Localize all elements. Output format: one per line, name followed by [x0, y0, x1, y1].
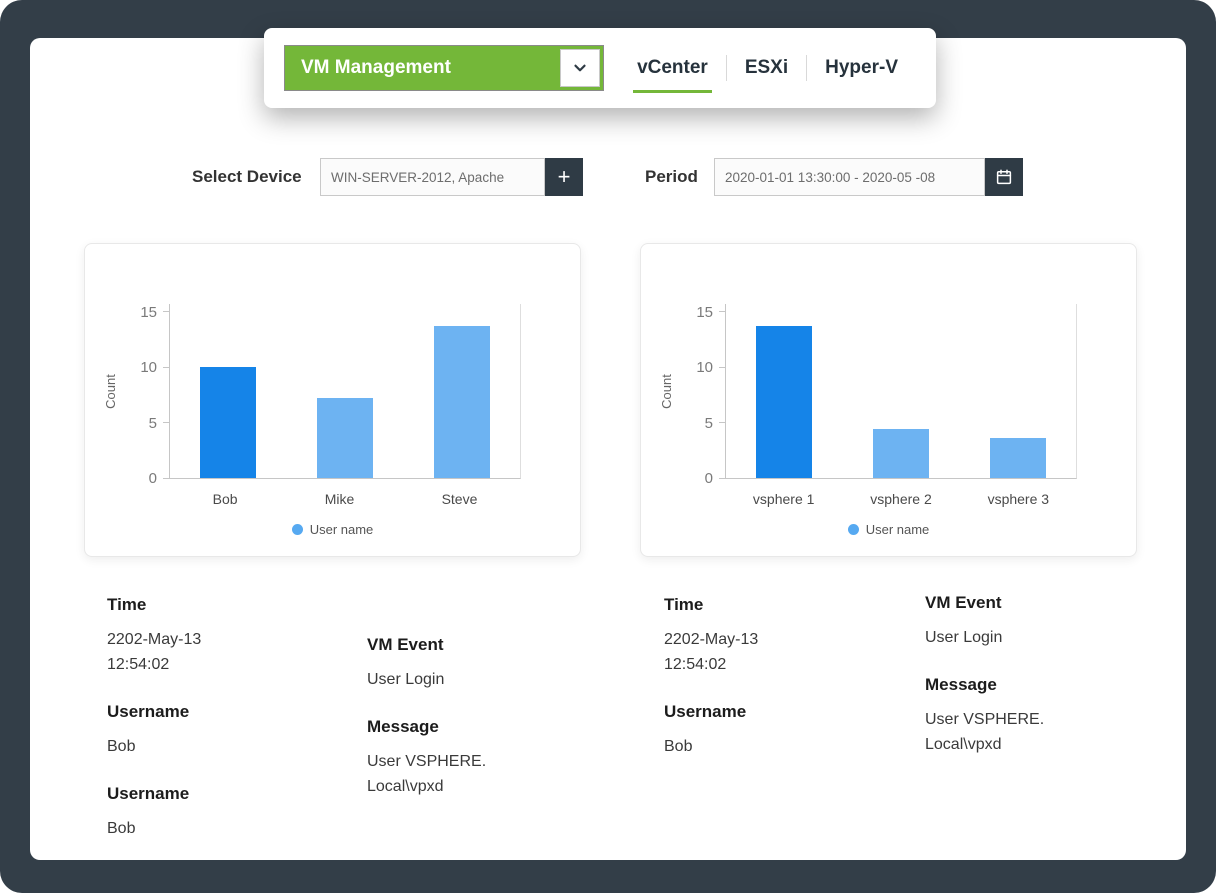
detail-value: Bob	[107, 738, 136, 755]
y-tick-mark	[719, 477, 726, 479]
hypervisor-tabs: vCenter ESXi Hyper-V	[619, 51, 916, 93]
x-tick-label: vsphere 3	[987, 491, 1050, 507]
bar-vsphere-2	[872, 429, 929, 478]
y-tick-label: 10	[140, 359, 157, 377]
toolbar: VM Management vCenter ESXi Hyper-V	[264, 28, 936, 108]
legend-label: User name	[865, 522, 930, 537]
bar-bob	[200, 367, 257, 478]
vm-management-dropdown[interactable]: VM Management	[284, 45, 604, 91]
detail-label: VM Event	[925, 593, 1002, 612]
x-tick-label: vsphere 2	[870, 491, 932, 507]
bars	[726, 304, 1076, 478]
y-tick-mark	[163, 477, 170, 479]
chevron-down-icon	[560, 49, 600, 87]
x-axis-labels: Bob Mike Steve	[169, 491, 521, 507]
x-tick-label: Bob	[212, 491, 238, 507]
y-tick-label: 5	[704, 414, 713, 432]
event-details-column-1: Time 2202-May-13 12:54:02 Username Bob U…	[107, 594, 267, 865]
legend: User name	[85, 522, 580, 537]
tab-divider	[806, 55, 808, 81]
x-axis-labels: vsphere 1 vsphere 2 vsphere 3	[725, 491, 1077, 507]
y-tick-label: 15	[696, 303, 713, 321]
detail-label: Time	[664, 595, 704, 614]
legend-label: User name	[309, 522, 374, 537]
detail-label: Message	[367, 717, 439, 736]
legend-marker-icon	[847, 524, 859, 535]
detail-value: Bob	[664, 738, 693, 755]
device-select-field[interactable]: WIN-SERVER-2012, Apache	[320, 158, 545, 196]
legend-marker-icon	[291, 524, 303, 535]
dashboard-card: Select Device WIN-SERVER-2012, Apache + …	[30, 38, 1186, 860]
detail-value: User Login	[925, 629, 1003, 646]
plot-area	[163, 304, 521, 479]
legend: User name	[641, 522, 1136, 537]
dropdown-label: VM Management	[301, 57, 451, 78]
detail-value: User Login	[367, 671, 445, 688]
bar-steve	[433, 326, 490, 478]
plus-icon: +	[557, 164, 571, 189]
y-tick-label: 15	[140, 303, 157, 321]
bar-vsphere-1	[756, 326, 813, 478]
y-axis-ticks: 0 5 10 15	[669, 303, 713, 487]
users-bar-chart-card: Count 0 5 10 15 Bob Mike Steve User name	[84, 243, 581, 557]
bar-vsphere-3	[989, 438, 1046, 478]
event-details-column-4: VM Event User Login Message User VSPHERE…	[925, 592, 1085, 781]
x-tick-label: Mike	[324, 491, 355, 507]
y-tick-label: 0	[148, 470, 157, 487]
tab-esxi[interactable]: ESXi	[744, 57, 789, 78]
y-tick-label: 10	[696, 359, 713, 377]
detail-label: VM Event	[367, 635, 444, 654]
add-device-button[interactable]: +	[545, 158, 583, 196]
tab-hyper-v[interactable]: Hyper-V	[825, 57, 898, 78]
bar-mike	[316, 398, 373, 478]
detail-value: User VSPHERE. Local\vpxd	[367, 753, 487, 795]
detail-value: 2202-May-13 12:54:02	[107, 631, 202, 673]
y-tick-label: 0	[704, 470, 713, 487]
y-axis-ticks: 0 5 10 15	[113, 303, 157, 487]
detail-label: Username	[664, 702, 747, 721]
y-tick-mark	[719, 366, 726, 368]
calendar-icon	[995, 168, 1013, 186]
event-details-column-3: Time 2202-May-13 12:54:02 Username Bob	[664, 594, 824, 783]
detail-value: User VSPHERE. Local\vpxd	[925, 711, 1045, 753]
tab-vcenter[interactable]: vCenter	[619, 51, 726, 93]
calendar-button[interactable]	[985, 158, 1023, 196]
select-device-label: Select Device	[192, 167, 302, 186]
y-tick-mark	[719, 422, 726, 424]
tab-divider	[725, 55, 727, 81]
detail-label: Time	[107, 595, 147, 614]
y-tick-label: 5	[148, 414, 157, 432]
x-tick-label: Steve	[441, 491, 478, 507]
event-details-column-2: VM Event User Login Message User VSPHERE…	[367, 634, 527, 823]
x-tick-label: vsphere 1	[752, 491, 815, 507]
plot-area	[719, 304, 1077, 479]
bars	[170, 304, 520, 478]
y-tick-mark	[163, 311, 170, 313]
detail-label: Username	[107, 702, 190, 721]
period-label: Period	[645, 167, 698, 186]
detail-value: Bob	[107, 820, 136, 837]
detail-label: Username	[107, 784, 190, 803]
period-field[interactable]: 2020-01-01 13:30:00 - 2020-05 -08	[714, 158, 985, 196]
y-tick-mark	[163, 366, 170, 368]
detail-value: 2202-May-13 12:54:02	[664, 631, 759, 673]
vsphere-bar-chart-card: Count 0 5 10 15 vsphere 1 vsphere 2 vsphere 3…	[640, 243, 1137, 557]
y-tick-mark	[163, 422, 170, 424]
y-tick-mark	[719, 311, 726, 313]
detail-label: Message	[925, 675, 997, 694]
